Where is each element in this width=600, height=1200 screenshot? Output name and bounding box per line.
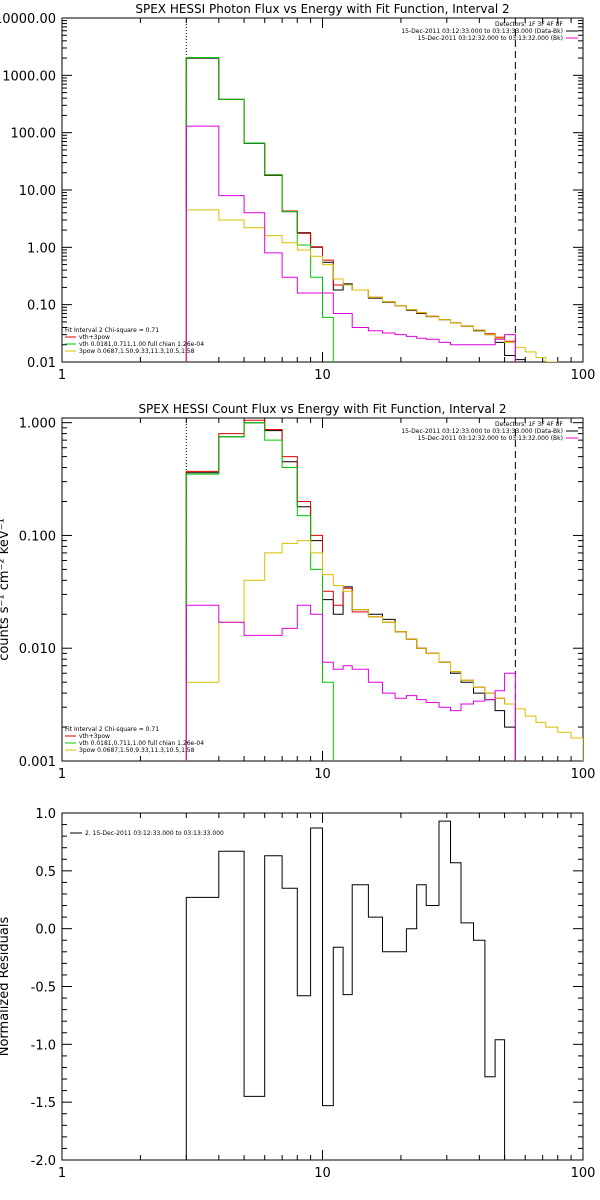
y-tick-label: 0.10: [27, 299, 56, 314]
series-3pow-line: [185, 540, 583, 761]
y-tick-label: -1.5: [31, 1096, 56, 1111]
y-tick-label: 100.00: [11, 127, 57, 142]
y-tick-label: -2.0: [31, 1154, 56, 1169]
y-tick-label: 10000.00: [0, 12, 56, 27]
header-line: 15-Dec-2011 03:12:32.000 to 03:13:32.000…: [418, 435, 563, 442]
x-tick-label: 1: [58, 368, 66, 383]
header-line: 15-Dec-2011 03:12:33.000 to 03:13:33.000…: [401, 428, 563, 435]
count-flux-panel: SPEX HESSI Count Flux vs Energy with Fit…: [0, 402, 595, 782]
x-tick-label: 1: [58, 1166, 66, 1181]
series-bk-line: [185, 604, 516, 761]
series-vth-3pow-line: [185, 57, 516, 362]
y-axis-label: counts s⁻¹ cm⁻² keV⁻¹: [0, 518, 12, 661]
y-tick-label: 0.100: [19, 529, 56, 544]
photon-flux-panel: SPEX HESSI Photon Flux vs Energy with Fi…: [0, 2, 595, 383]
series-vth-3pow-line: [185, 419, 516, 761]
residuals-panel: Normalized Residuals 1 10 100 1.0 0.5 0.0 -0.5 -…: [0, 807, 595, 1181]
y-tick-label: 0.010: [19, 642, 56, 657]
y-tick-label: -0.5: [31, 981, 56, 996]
y-tick-label: 1.00: [27, 241, 56, 256]
y-tick-label: -1.0: [31, 1038, 56, 1053]
y-tick-label: 0.01: [27, 356, 56, 371]
y-tick-label: 0.001: [19, 755, 56, 770]
header-line: Detectors: 1F 3F 4F 8F: [495, 421, 564, 428]
header-line: 15-Dec-2011 03:12:32.000 to 03:13:32.000…: [418, 35, 563, 42]
series-bk-line: [185, 125, 516, 362]
fit-info-line: vth+3pow: [79, 733, 110, 740]
fit-info-line: vth 0.0181,0.711,1.00 full chian 1.26e-0…: [79, 740, 204, 747]
legend-label: 2. 15-Dec-2011 03:12:33.000 to 03:13:33.…: [85, 830, 224, 837]
fit-info-line: vth+3pow: [79, 334, 110, 341]
fit-info-line: Fit Interval 2 Chi-square = 0.71: [65, 327, 159, 334]
series-vth-line: [185, 57, 334, 362]
y-axis-label: Normalized Residuals: [0, 917, 12, 1057]
x-tick-label: 100: [571, 368, 596, 383]
x-tick-label: 100: [571, 767, 596, 782]
series-data-bk-line: [185, 57, 526, 362]
header-line: 15-Dec-2011 03:12:33.000 to 03:13:33.000…: [401, 28, 563, 35]
header-line: Detectors: 1F 3F 4F 8F: [495, 21, 564, 28]
y-tick-label: 1.000: [19, 417, 56, 432]
x-tick-label: 1: [58, 767, 66, 782]
x-tick-label: 100: [571, 1166, 596, 1181]
series-data-bk-line: [185, 422, 516, 761]
y-tick-label: 1000.00: [2, 69, 56, 84]
fit-info-line: 3pow 0.0687,1.50,9.33,11.3,10.5,1.58: [79, 747, 195, 754]
fit-info-line: vth 0.0181,0.711,1.00 full chian 1.26e-0…: [79, 341, 204, 348]
y-tick-label: 0.0: [35, 923, 56, 938]
series-3pow-line: [185, 209, 559, 362]
fit-info-line: 3pow 0.0687,1.50,9.33,11.3,10.5,1.58: [79, 348, 195, 355]
y-tick-label: 0.5: [35, 865, 56, 880]
chart-title: SPEX HESSI Photon Flux vs Energy with Fi…: [135, 2, 509, 16]
x-tick-label: 10: [314, 368, 331, 383]
fit-info-line: Fit Interval 2 Chi-square = 0.71: [65, 726, 159, 733]
y-tick-label: 1.0: [35, 807, 56, 822]
y-tick-label: 10.00: [19, 184, 56, 199]
series-residuals-line: [185, 820, 506, 1160]
x-tick-label: 10: [314, 1166, 331, 1181]
chart-title: SPEX HESSI Count Flux vs Energy with Fit…: [138, 402, 506, 416]
series-vth-line: [185, 422, 334, 761]
x-tick-label: 10: [314, 767, 331, 782]
